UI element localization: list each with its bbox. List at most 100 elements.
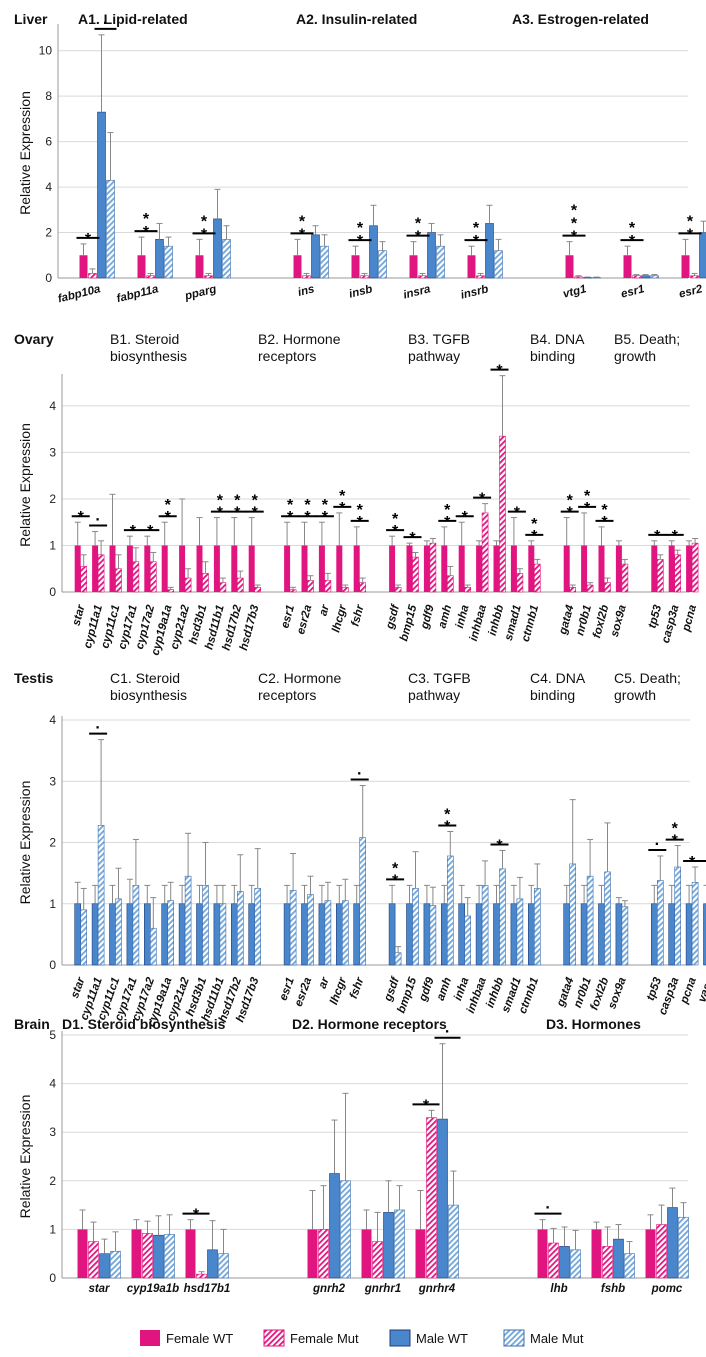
- testis-y-tick-label: 0: [49, 958, 56, 972]
- testis-bar-hsd17b2-male-wt: [231, 903, 238, 966]
- ovary-bar-bmp15-female-wt: [406, 545, 413, 592]
- ovary-bar-inha-female-mut: [464, 587, 472, 593]
- testis-bar-ctnnb1-male-wt: [527, 903, 535, 966]
- brain-bar-gnrh2-male-wt: [329, 1173, 340, 1279]
- testis-bar-lhcgr-male-mut: [341, 900, 349, 966]
- liver-bar-insrb-male-wt: [485, 223, 494, 279]
- testis-bar-cyp19a1a-male-wt: [161, 903, 168, 966]
- testis-bar-hsd17b3-male-wt: [248, 903, 255, 966]
- ovary-gene-label: sox9a: [609, 603, 629, 638]
- ovary-bar-bmp15-female-mut: [412, 556, 419, 593]
- liver-gene-label: fabp10a: [57, 283, 103, 305]
- liver-gene-label: ins: [297, 283, 316, 299]
- liver-gene-label: insra: [402, 283, 432, 301]
- testis-bar-esr1-male-mut: [289, 889, 297, 966]
- brain-bar-fshb-male-mut: [624, 1253, 635, 1279]
- brain-bar-pomc-female-mut: [656, 1224, 667, 1279]
- ovary-bar-esr1-female-wt: [284, 545, 291, 592]
- liver-sig-mark-insra: *: [415, 229, 422, 246]
- liver-y-tick-label: 8: [45, 89, 52, 103]
- liver-y-tick-label: 10: [39, 44, 53, 58]
- ovary-sig-mark-foxl2b: *: [601, 514, 608, 531]
- group-label-b3-line2: pathway: [408, 348, 460, 364]
- testis-bar-esr2a-male-wt: [301, 903, 308, 966]
- ovary-sig-mark-esr2a: *: [304, 497, 311, 514]
- testis-bar-cyp17a1-male-wt: [126, 903, 134, 966]
- testis-y-tick-label: 1: [49, 897, 56, 911]
- ovary-bar-gsdf-female-wt: [389, 545, 396, 592]
- group-label-b1-line2: biosynthesis: [110, 348, 187, 364]
- ovary-bar-cyp11c1-female-wt: [109, 545, 116, 592]
- testis-bar-sox9a-male-wt: [615, 903, 623, 966]
- group-label-b2: B2. Hormone receptors: [258, 331, 341, 364]
- liver-bar-pparg-male-wt: [213, 218, 222, 279]
- ovary-sig-mark-ar: *: [322, 509, 329, 526]
- liver-sig-mark-esr1: *: [629, 233, 636, 250]
- ovary-gene-label: esr2a: [295, 603, 315, 636]
- legend-swatch-female-wt: [140, 1330, 160, 1346]
- testis-bar-cyp17a2-male-wt: [144, 903, 151, 966]
- testis-bar-gsdf-male-mut: [394, 952, 402, 966]
- ovary-sig-mark-gata4: *: [567, 493, 574, 510]
- liver-sig-mark-ins: *: [299, 226, 306, 243]
- testis-bar-hsd17b3-male-mut: [254, 888, 261, 966]
- ovary-bar-esr1-female-mut: [289, 589, 297, 593]
- ovary-sig-mark-ctnnb1: *: [531, 516, 538, 533]
- liver-bar-pparg-female-wt: [195, 255, 204, 278]
- group-label-c4-line2: binding: [530, 687, 575, 703]
- ovary-bar-amh-female-mut: [446, 575, 454, 593]
- testis-bar-smad1-male-wt: [510, 903, 518, 966]
- ovary-bar-cyp17a2-female-wt: [144, 545, 151, 592]
- ovary-bar-pcna-female-mut: [691, 542, 699, 593]
- liver-bar-fabp11a-male-wt: [155, 239, 164, 279]
- group-label-c2-line2: receptors: [258, 687, 316, 703]
- ovary-bar-cyp17a1-female-wt: [126, 545, 133, 592]
- testis-bar-fshr-male-wt: [353, 903, 361, 966]
- testis-sig-mark-amh: *: [444, 818, 451, 835]
- testis-sig-mark-casp3a: *: [672, 821, 679, 838]
- testis-bar-cyp11c1-male-wt: [109, 903, 116, 966]
- ovary-gene-label: ctnnb1: [520, 604, 541, 644]
- brain-bar-gnrh2-female-mut: [318, 1229, 329, 1279]
- testis-sig-mark-fshr: ·: [357, 766, 362, 783]
- ovary-bar-pcna-female-wt: [686, 545, 693, 592]
- brain-bar-lhb-female-wt: [537, 1229, 548, 1278]
- legend-label-male-mut: Male Mut: [530, 1331, 584, 1346]
- liver-bar-pparg-female-mut: [204, 275, 213, 279]
- brain-gene-label: star: [88, 1283, 110, 1295]
- liver-gene-label: esr1: [620, 283, 646, 300]
- liver-sig-mark-fabp10a: *: [85, 231, 92, 248]
- brain-gene-label: pomc: [651, 1283, 683, 1295]
- liver-sig-mark-esr2: *: [687, 213, 694, 230]
- ovary-gene-label: tp53: [646, 603, 664, 630]
- brain-bar-cyp19a1b-male-mut: [164, 1233, 175, 1279]
- panel-label-ovary: Ovary: [14, 331, 54, 347]
- testis-bar-vasa-male-wt: [703, 903, 706, 966]
- liver-gene-label: pparg: [183, 283, 218, 303]
- liver-gene-label: esr2: [678, 283, 704, 301]
- ovary-bar-gata4-female-mut: [569, 587, 577, 593]
- ovary-gene-label: inhbb: [487, 604, 507, 637]
- ovary-bar-star-female-mut: [80, 566, 87, 593]
- brain-gene-label: lhb: [550, 1283, 567, 1295]
- liver-sig-mark-insra: *: [415, 216, 422, 233]
- testis-bar-gata4-male-wt: [563, 903, 571, 966]
- brain-bar-cyp19a1b-female-wt: [131, 1229, 142, 1278]
- testis-bar-hsd3b1-male-mut: [202, 885, 209, 966]
- liver-bar-fabp11a-male-mut: [164, 245, 173, 279]
- liver-bar-esr2-female-wt: [681, 255, 690, 278]
- ovary-y-tick-label: 4: [49, 399, 56, 413]
- brain-bar-fshb-female-mut: [602, 1246, 613, 1279]
- ovary-bar-hsd3b1-female-wt: [196, 545, 203, 592]
- ovary-sig-mark-hsd17b3: *: [252, 493, 259, 510]
- testis-bar-hsd17b2-male-mut: [237, 891, 244, 966]
- ovary-sig-mark-inha: *: [462, 509, 469, 526]
- ovary-sig-mark-gata4: *: [567, 505, 574, 522]
- ovary-bar-sox9a-female-wt: [615, 545, 622, 592]
- ovary-bar-cyp19a1a-female-mut: [167, 589, 174, 593]
- ovary-bar-ar-female-wt: [318, 545, 325, 592]
- liver-sig-mark-insrb: *: [473, 220, 480, 237]
- ovary-bar-gata4-female-wt: [563, 545, 570, 592]
- liver-sig-mark-pparg: *: [201, 226, 208, 243]
